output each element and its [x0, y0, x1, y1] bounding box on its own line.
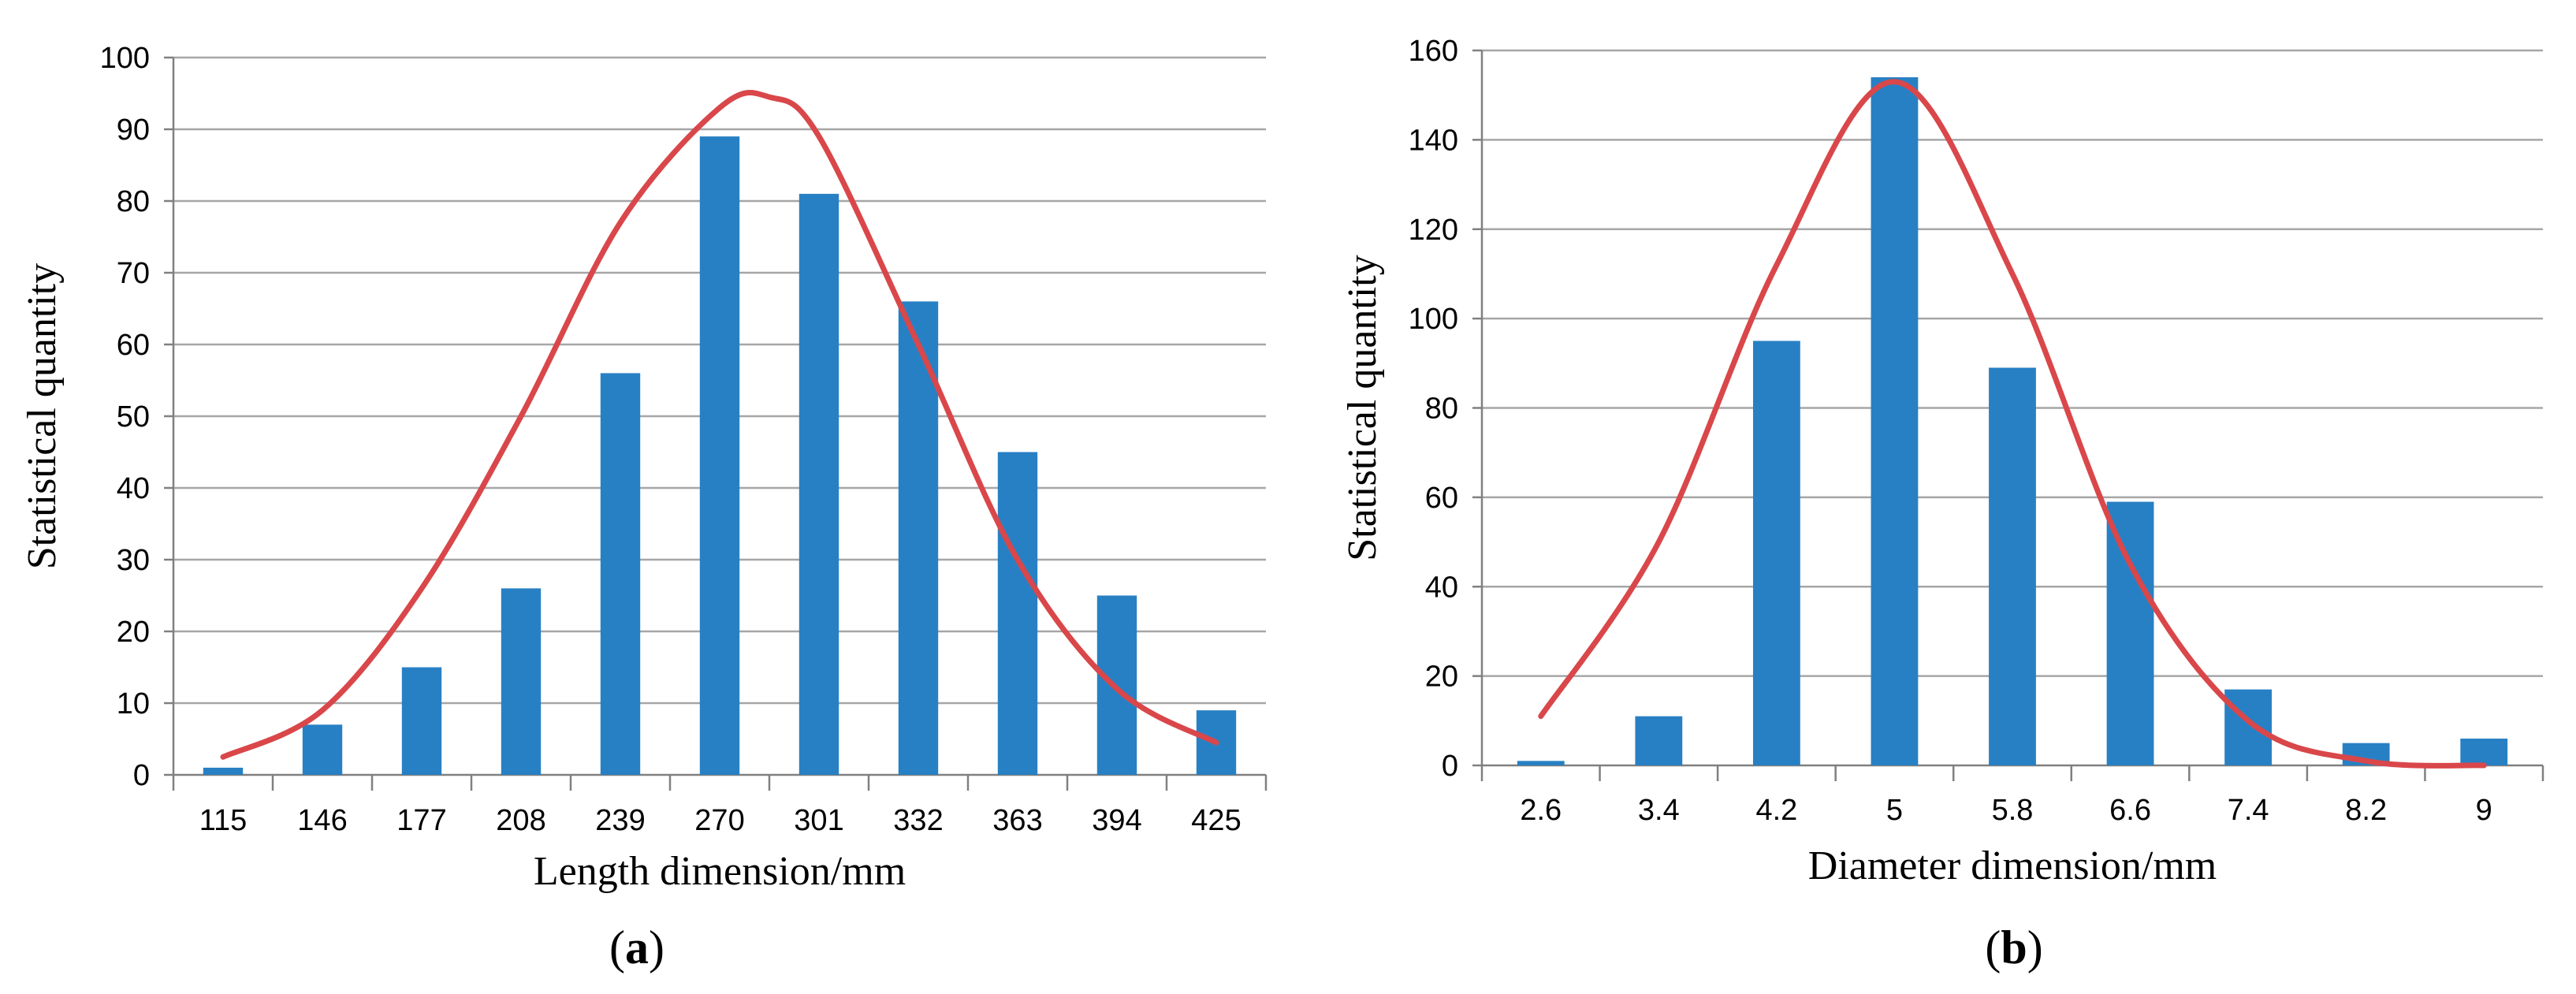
y-tick-label: 20: [117, 616, 150, 649]
y-tick-label: 100: [1409, 303, 1458, 336]
panel-label-open-paren: (: [609, 921, 625, 974]
panel-b-diameter-chart: 0 20 40 60 80 100 120 140 160 2.6 3.4 4.2 5 5.8 6.6 7.4…: [1340, 35, 2544, 974]
x-axis-title: Length dimension/mm: [534, 849, 906, 894]
x-tick-label: 115: [199, 804, 248, 837]
bar-5.8: [1989, 367, 2036, 765]
fit-curve-line: [1538, 79, 2487, 769]
y-tick-label: 100: [100, 42, 150, 75]
x-tick-label: 7.4: [2228, 794, 2269, 827]
bar-208: [501, 588, 542, 775]
panel-label: (b): [1985, 921, 2042, 974]
y-tick-label: 10: [117, 687, 150, 720]
x-tick-label: 2.6: [1520, 794, 1562, 827]
x-tick-label: 394: [1092, 804, 1141, 837]
y-tick-label: 160: [1409, 35, 1458, 68]
bar-177: [401, 667, 442, 775]
x-tick-label: 332: [893, 804, 943, 837]
bar-2.6: [1517, 761, 1565, 765]
x-tick-label: 3.4: [1638, 794, 1680, 827]
bar-7.4: [2224, 689, 2273, 765]
panel-label-close-paren: ): [649, 921, 664, 974]
panel-a-length-chart: 0 10 20 30 40 50 60 70 80 90 100 115 146 177 208 239 270…: [20, 42, 1268, 974]
x-tick-label: 4.2: [1755, 794, 1797, 827]
bar-270: [699, 136, 740, 776]
x-tick-label: 5.8: [1992, 794, 2034, 827]
x-tick-label: 270: [694, 804, 744, 837]
y-tick-label: 80: [117, 185, 150, 218]
bar-6.6: [2106, 501, 2154, 765]
y-tick-label: 40: [1425, 571, 1458, 604]
y-axis-title: Statistical quantity: [1340, 255, 1385, 561]
x-tick-label: 208: [496, 804, 545, 837]
x-tick-label: 146: [297, 804, 347, 837]
x-tick-label: 5: [1886, 794, 1903, 827]
y-tick-label: 80: [1425, 393, 1458, 426]
bar-115: [203, 767, 244, 775]
y-tick-label: 60: [117, 329, 150, 362]
panel-label-letter: a: [625, 921, 649, 974]
x-tick-label: 425: [1191, 804, 1241, 837]
y-tick-label: 20: [1425, 661, 1458, 694]
bar-239: [600, 373, 641, 775]
x-axis-title: Diameter dimension/mm: [1808, 843, 2217, 888]
x-tick-label: 6.6: [2109, 794, 2151, 827]
bar-5: [1871, 77, 1919, 765]
bar-301: [798, 193, 839, 775]
bar-146: [302, 724, 343, 775]
fit-curve-line: [220, 90, 1219, 760]
y-tick-label: 90: [117, 114, 150, 147]
y-tick-label: 40: [117, 472, 150, 505]
panel-label-close-paren: ): [2027, 921, 2043, 974]
panel-label: (a): [609, 921, 664, 974]
panel-label-letter: b: [2001, 921, 2027, 974]
panel-label-open-paren: (: [1985, 921, 2001, 974]
y-tick-label: 0: [133, 759, 150, 792]
bar-4.2: [1752, 341, 1800, 765]
bar-9: [2460, 738, 2508, 765]
x-tick-label: 239: [595, 804, 645, 837]
y-tick-label: 30: [117, 544, 150, 577]
y-axis-title: Statistical quantity: [20, 263, 65, 570]
y-tick-label: 0: [1442, 750, 1458, 783]
x-tick-label: 301: [794, 804, 843, 837]
y-tick-label: 120: [1409, 214, 1458, 247]
bar-3.4: [1635, 716, 1683, 765]
y-tick-label: 50: [117, 400, 150, 434]
y-tick-label: 70: [117, 257, 150, 290]
x-tick-label: 9: [2476, 794, 2492, 827]
x-tick-label: 177: [396, 804, 446, 837]
y-tick-label: 60: [1425, 482, 1458, 515]
bar-363: [997, 452, 1038, 775]
x-tick-label: 363: [992, 804, 1042, 837]
x-tick-label: 8.2: [2345, 794, 2387, 827]
y-tick-label: 140: [1409, 124, 1458, 157]
